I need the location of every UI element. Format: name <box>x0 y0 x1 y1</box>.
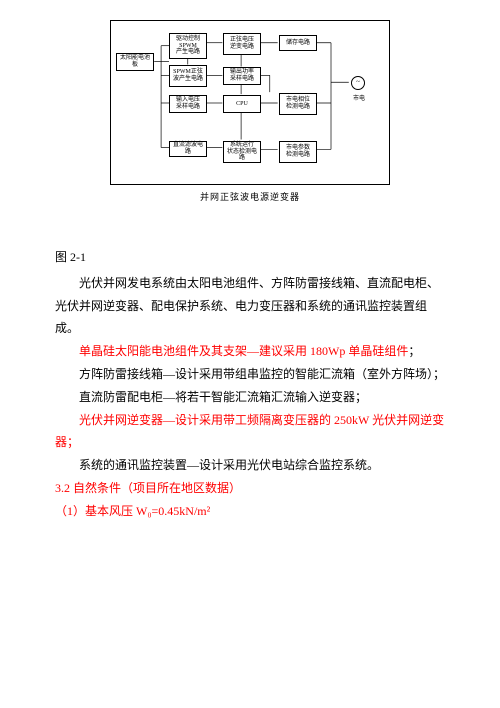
box-out-filter: 输出功率 采样电路 <box>223 67 261 85</box>
box-spwm-wave: SPWM正弦 波产生电路 <box>169 65 207 87</box>
box-main-inv: 正弦电压 逆变电路 <box>223 33 261 55</box>
box-grid-det: 市电相位 检测电路 <box>279 93 317 115</box>
grid-symbol: ~ <box>351 76 365 90</box>
box-solar: 太阳能电池板 <box>116 53 154 71</box>
p2-tail: ； <box>408 344 420 358</box>
paragraph-6: 系统的通讯监控装置—设计采用光伏电站综合监控系统。 <box>55 454 445 477</box>
p2-red: 单晶硅太阳能电池组件及其支架—建议采用 180Wp 单晶硅组件 <box>79 344 408 358</box>
block-diagram: 太阳能电池板 驱动控制 SPWM 产生电路 SPWM正弦 波产生电路 输入电压 … <box>110 20 390 185</box>
paragraph-1: 光伏并网发电系统由太阳电池组件、方阵防雷接线箱、直流配电柜、光伏并网逆变器、配电… <box>55 272 445 340</box>
figure-label: 图 2-1 <box>55 246 445 269</box>
box-grid-volt: 市电参数 检测电路 <box>279 141 317 163</box>
heading-3-2: 3.2 自然条件（项目所在地区数据） <box>55 477 445 500</box>
document-body: 图 2-1 光伏并网发电系统由太阳电池组件、方阵防雷接线箱、直流配电柜、光伏并网… <box>55 246 445 523</box>
box-grid-label: 市电 <box>349 93 369 105</box>
box-vin-sample: 输入电压 采样电路 <box>169 95 207 113</box>
diagram-caption: 并网正弦波电源逆变器 <box>110 189 390 206</box>
box-power: 储存电路 <box>279 35 317 51</box>
paragraph-2: 单晶硅太阳能电池组件及其支架—建议采用 180Wp 单晶硅组件； <box>55 340 445 363</box>
p5-red: 光伏并网逆变器—设计采用带工频隔离变压器的 250kW 光伏并网逆变器； <box>55 413 444 450</box>
box-sys-det: 系统运行 状态检测电路 <box>223 141 261 163</box>
paragraph-4: 直流防雷配电柜—将若干智能汇流箱汇流输入逆变器； <box>55 386 445 409</box>
box-dc-filter: 直流滤波电路 <box>169 141 207 157</box>
box-cpu: CPU <box>223 95 261 113</box>
paragraph-7: （1）基本风压 W₀=0.45kN/m² <box>55 500 445 523</box>
paragraph-5: 光伏并网逆变器—设计采用带工频隔离变压器的 250kW 光伏并网逆变器； <box>55 409 445 455</box>
box-spwm-gen: 驱动控制 SPWM 产生电路 <box>169 33 207 59</box>
paragraph-3: 方阵防雷接线箱—设计采用带组串监控的智能汇流箱（室外方阵场）； <box>55 363 445 386</box>
block-diagram-container: 太阳能电池板 驱动控制 SPWM 产生电路 SPWM正弦 波产生电路 输入电压 … <box>110 20 390 206</box>
